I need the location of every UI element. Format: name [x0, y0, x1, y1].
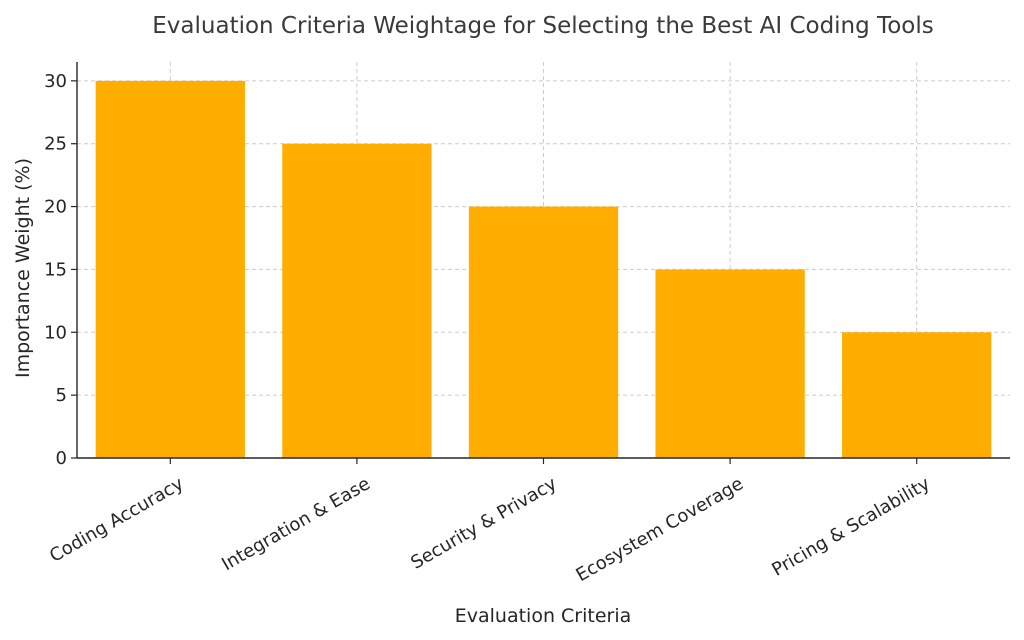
y-tick-label: 20	[44, 197, 67, 218]
y-axis-label: Importance Weight (%)	[12, 158, 34, 378]
y-ticks: 0 5 10 15 20 25 30	[44, 71, 77, 469]
y-tick-label: 0	[56, 448, 67, 469]
bar	[842, 332, 992, 458]
y-tick-label: 25	[44, 134, 67, 155]
x-axis-label: Evaluation Criteria	[455, 605, 632, 627]
x-tick-label: Coding Accuracy	[46, 473, 187, 567]
y-tick-label: 30	[44, 71, 67, 92]
x-tick-label: Ecosystem Coverage	[573, 473, 747, 586]
bar	[655, 269, 805, 458]
bars	[95, 80, 992, 458]
x-tick-label: Pricing & Scalability	[768, 473, 934, 581]
x-tick-label: Security & Privacy	[407, 473, 560, 574]
bar	[95, 80, 245, 458]
y-tick-label: 5	[56, 385, 67, 406]
bar	[468, 206, 619, 458]
x-ticks: Coding Accuracy Integration & Ease Securit…	[46, 458, 934, 586]
bar	[282, 143, 432, 458]
chart-title: Evaluation Criteria Weightage for Select…	[152, 13, 933, 39]
y-tick-label: 10	[44, 322, 67, 343]
x-tick-label: Integration & Ease	[218, 473, 374, 575]
y-tick-label: 15	[44, 259, 67, 280]
